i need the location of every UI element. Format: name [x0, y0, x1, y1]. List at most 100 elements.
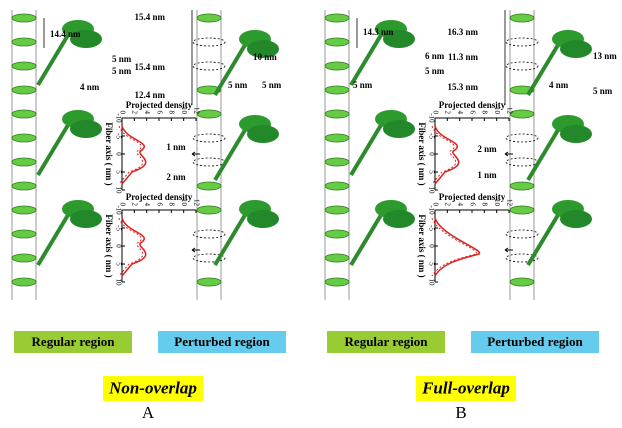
y-tick-label: 5: [114, 262, 122, 266]
annotation: 4 nm: [80, 82, 100, 92]
disc: [193, 230, 225, 238]
arrow: [192, 248, 200, 252]
disc: [197, 182, 221, 190]
y-tick-label: 5: [427, 170, 435, 174]
disc: [506, 230, 538, 238]
regular-region-label: Regular region: [345, 334, 429, 349]
y-tick-label: 10: [427, 187, 435, 195]
annotation: 11.3 nm: [448, 52, 479, 62]
x-tick-label: 4: [456, 203, 464, 207]
y-tick-label: -5: [427, 133, 435, 139]
disc: [325, 206, 349, 214]
leaf: [247, 210, 279, 228]
annotation: 12.4 nm: [134, 90, 165, 100]
annotation: 5 nm: [112, 54, 132, 64]
annotation: 13 nm: [593, 51, 617, 61]
disc: [12, 110, 36, 118]
annotation: 6 nm: [425, 51, 445, 61]
x-tick-label: 6: [468, 203, 476, 207]
y-tick-label: 10: [427, 279, 435, 287]
y-tick-label: -5: [427, 225, 435, 231]
disc: [12, 14, 36, 22]
y-tick-label: 0: [114, 152, 122, 156]
figure: 14.4 nm5 nm5 nm4 nm15.4 nm15.4 nm12.4 nm…: [0, 0, 622, 423]
annotation: 5 nm: [425, 66, 445, 76]
stem: [38, 125, 68, 175]
annotation: 10 nm: [253, 52, 277, 62]
disc: [12, 230, 36, 238]
x-tick-label: 4: [143, 111, 151, 115]
disc: [197, 14, 221, 22]
x-tick-label: 12: [192, 199, 200, 207]
disc: [12, 158, 36, 166]
leaf: [560, 210, 592, 228]
y-tick-label: 5: [114, 170, 122, 174]
disc: [506, 134, 538, 142]
panel-title: Non-overlap: [108, 378, 197, 397]
x-tick-label: 12: [505, 199, 513, 207]
density-curve-dotted: [432, 218, 477, 276]
disc: [325, 158, 349, 166]
stem: [215, 215, 245, 265]
disc: [197, 206, 221, 214]
x-tick-label: 8: [168, 111, 176, 115]
disc: [12, 278, 36, 286]
arrow: [505, 248, 513, 252]
disc: [325, 134, 349, 142]
perturbed-region-label: Perturbed region: [174, 334, 270, 349]
regular-region-label: Regular region: [32, 334, 116, 349]
annotation: 1 nm: [166, 142, 186, 152]
annotation: 4 nm: [549, 80, 569, 90]
x-tick-label: 8: [168, 203, 176, 207]
x-tick-label: 4: [143, 203, 151, 207]
stem: [38, 215, 68, 265]
stem: [38, 35, 68, 85]
disc: [12, 134, 36, 142]
annotation: 14.3 nm: [363, 27, 394, 37]
disc: [510, 206, 534, 214]
annotation: 2 nm: [477, 144, 497, 154]
disc: [193, 158, 225, 166]
arrow: [505, 152, 513, 156]
annotation: 5 nm: [353, 80, 373, 90]
stem: [528, 215, 558, 265]
leaf: [560, 125, 592, 143]
disc: [197, 278, 221, 286]
x-tick-label: 12: [505, 107, 513, 115]
disc: [506, 62, 538, 70]
x-tick-label: 10: [493, 107, 501, 115]
disc: [193, 134, 225, 142]
density-curve: [435, 126, 459, 184]
disc: [193, 38, 225, 46]
disc: [506, 38, 538, 46]
disc: [12, 182, 36, 190]
y-tick-label: 5: [427, 262, 435, 266]
y-axis-label: Fiber axis ( nm ): [417, 122, 427, 185]
stem: [351, 215, 381, 265]
y-tick-label: 10: [114, 279, 122, 287]
disc: [510, 182, 534, 190]
disc: [325, 182, 349, 190]
disc: [12, 62, 36, 70]
stem: [351, 35, 381, 85]
x-tick-label: 8: [481, 203, 489, 207]
annotation: 16.3 nm: [447, 27, 478, 37]
x-tick-label: 10: [180, 199, 188, 207]
annotation: 14.4 nm: [50, 29, 81, 39]
x-tick-label: 4: [456, 111, 464, 115]
stem: [351, 125, 381, 175]
disc: [12, 206, 36, 214]
panel-title: Full-overlap: [421, 378, 510, 397]
panel-label: B: [455, 403, 466, 422]
x-tick-label: 6: [468, 111, 476, 115]
disc: [325, 254, 349, 262]
leaf: [560, 40, 592, 58]
leaf: [383, 210, 415, 228]
x-tick-label: 2: [444, 111, 452, 115]
leaf: [383, 120, 415, 138]
x-tick-label: 2: [131, 111, 139, 115]
y-tick-label: -5: [114, 225, 122, 231]
annotation: 5 nm: [593, 86, 613, 96]
leaf: [70, 210, 102, 228]
